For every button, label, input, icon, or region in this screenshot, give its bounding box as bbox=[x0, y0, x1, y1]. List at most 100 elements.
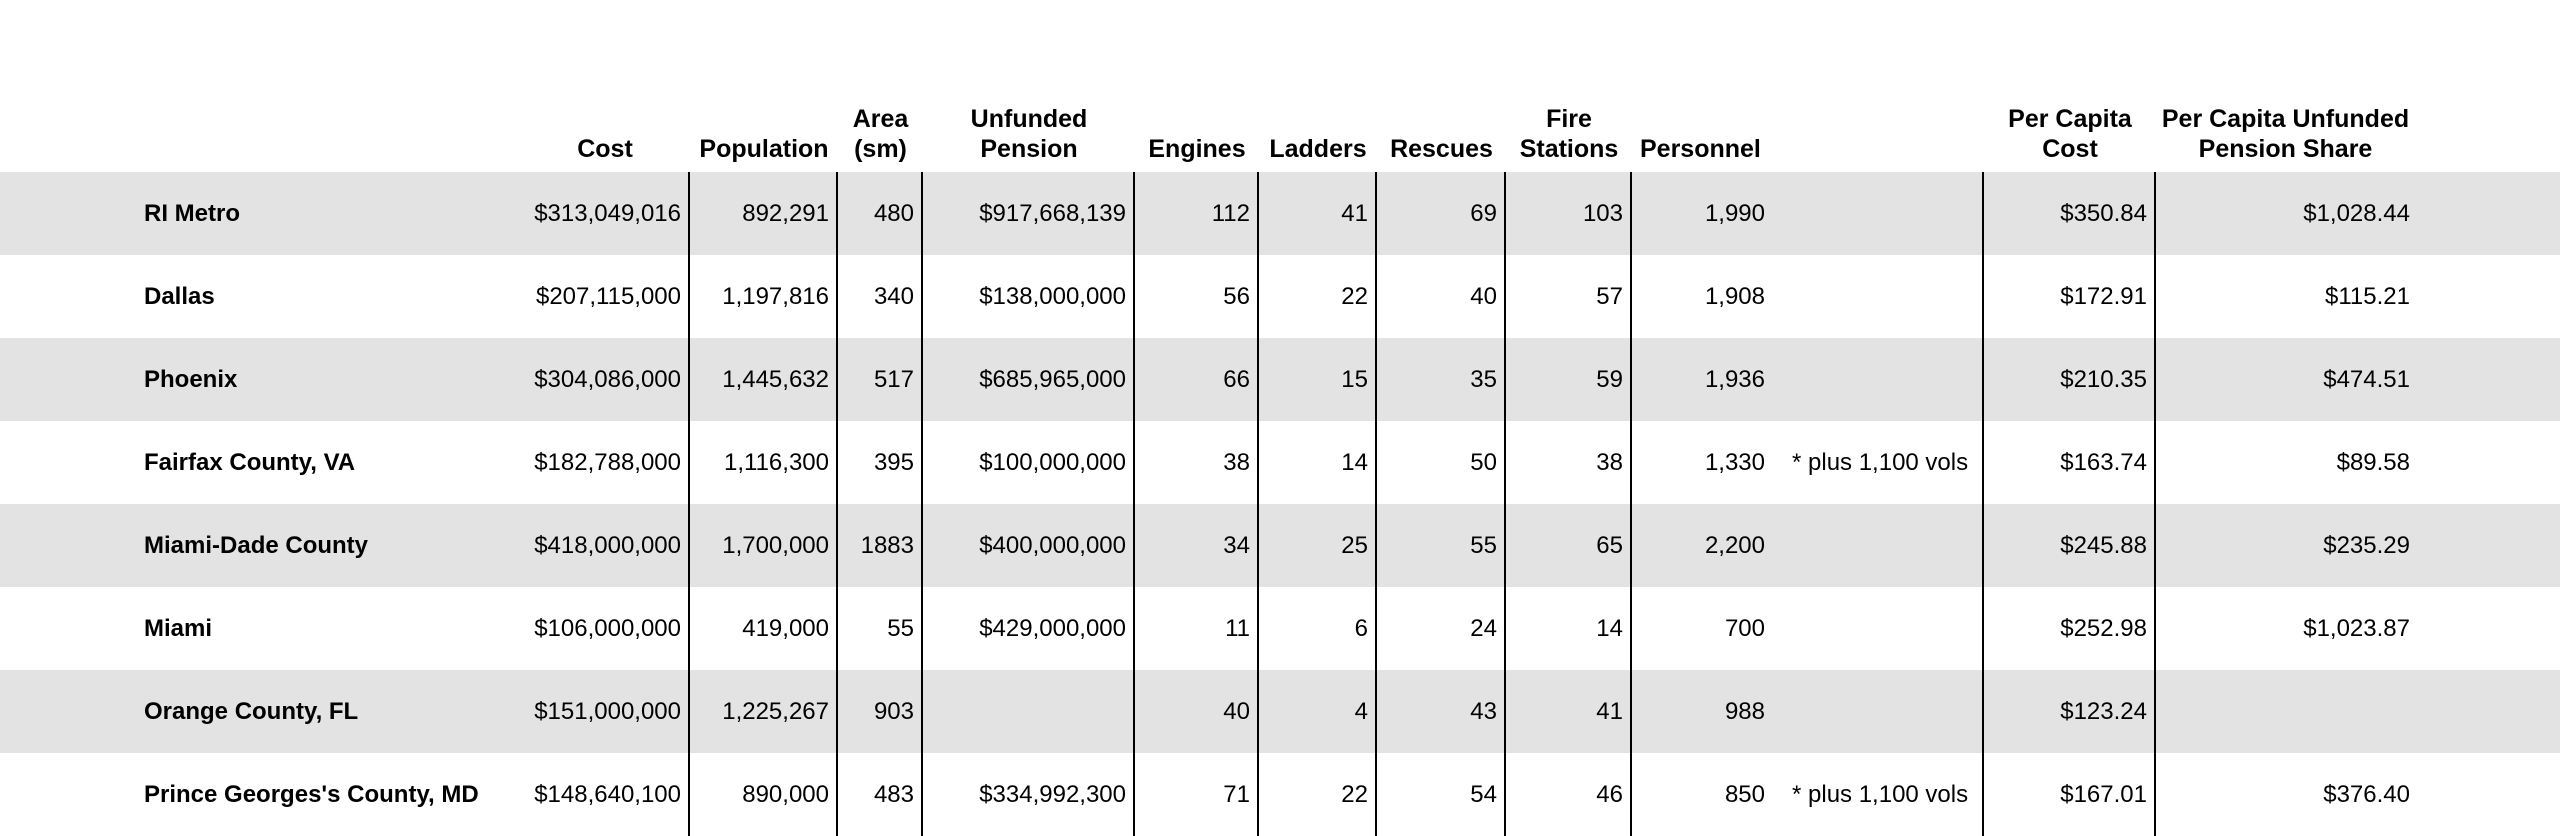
cell-population: 1,116,300 bbox=[690, 421, 838, 504]
cell-ladders: 6 bbox=[1259, 587, 1377, 670]
table-body: RI Metro $313,049,016 892,291 480 $917,6… bbox=[0, 172, 2560, 836]
cell-unfunded-pension bbox=[923, 670, 1135, 753]
header-per-capita-unfunded-pension-share: Per Capita Unfunded Pension Share bbox=[2161, 105, 2410, 163]
cell-per-capita-cost: $167.01 bbox=[1984, 753, 2156, 836]
cell-population: 1,197,816 bbox=[690, 255, 838, 338]
header-area: Area (sm) bbox=[852, 105, 909, 163]
cell-unfunded-pension: $400,000,000 bbox=[923, 504, 1135, 587]
cell-population: 1,225,267 bbox=[690, 670, 838, 753]
cell-cost: $148,640,100 bbox=[520, 753, 690, 836]
personnel-value: 1,330 bbox=[1704, 448, 1765, 476]
cell-rescues: 40 bbox=[1377, 255, 1506, 338]
cell-population: 1,445,632 bbox=[690, 338, 838, 421]
cell-per-capita-unfunded-pension-share: $89.58 bbox=[2336, 448, 2410, 476]
personnel-value: 1,936 bbox=[1704, 365, 1765, 393]
cell-fire-stations: 57 bbox=[1506, 255, 1632, 338]
personnel-value: 1,908 bbox=[1704, 282, 1765, 310]
cell-area: 340 bbox=[838, 255, 923, 338]
cell-per-capita-unfunded-pension-share: $376.40 bbox=[2323, 780, 2410, 808]
cell-cost: $313,049,016 bbox=[520, 172, 690, 255]
cell-population: 892,291 bbox=[690, 172, 838, 255]
cell-personnel: 1,990 bbox=[1632, 172, 1984, 255]
cell-ladders: 14 bbox=[1259, 421, 1377, 504]
cell-name: Phoenix bbox=[144, 365, 238, 393]
cell-area: 395 bbox=[838, 421, 923, 504]
cell-per-capita-unfunded-pension-share: $115.21 bbox=[2325, 282, 2410, 310]
header-rescues: Rescues bbox=[1390, 135, 1493, 163]
header-cost: Cost bbox=[577, 135, 633, 163]
cell-fire-stations: 103 bbox=[1506, 172, 1632, 255]
header-engines: Engines bbox=[1148, 135, 1246, 163]
cell-name: Miami bbox=[144, 614, 213, 642]
table-row: Miami $106,000,000 419,000 55 $429,000,0… bbox=[0, 587, 2560, 670]
header-personnel: Personnel bbox=[1640, 135, 1761, 163]
header-name bbox=[0, 164, 520, 172]
cell-area: 55 bbox=[838, 587, 923, 670]
cell-engines: 112 bbox=[1135, 172, 1259, 255]
cell-engines: 66 bbox=[1135, 338, 1259, 421]
cell-per-capita-unfunded-pension-share: $474.51 bbox=[2323, 365, 2410, 393]
cell-rescues: 24 bbox=[1377, 587, 1506, 670]
cell-unfunded-pension: $100,000,000 bbox=[923, 421, 1135, 504]
header-population: Population bbox=[699, 135, 829, 163]
cell-rescues: 55 bbox=[1377, 504, 1506, 587]
cell-engines: 71 bbox=[1135, 753, 1259, 836]
cell-engines: 56 bbox=[1135, 255, 1259, 338]
cell-cost: $106,000,000 bbox=[520, 587, 690, 670]
cell-per-capita-cost: $123.24 bbox=[1984, 670, 2156, 753]
cell-personnel: 1,908 bbox=[1632, 255, 1984, 338]
cell-per-capita-cost: $172.91 bbox=[1984, 255, 2156, 338]
cell-ladders: 25 bbox=[1259, 504, 1377, 587]
cell-unfunded-pension: $334,992,300 bbox=[923, 753, 1135, 836]
personnel-value: 2,200 bbox=[1704, 531, 1765, 559]
cell-rescues: 54 bbox=[1377, 753, 1506, 836]
table-row: Dallas $207,115,000 1,197,816 340 $138,0… bbox=[0, 255, 2560, 338]
cell-fire-stations: 65 bbox=[1506, 504, 1632, 587]
cell-area: 1883 bbox=[838, 504, 923, 587]
cell-personnel: 2,200 bbox=[1632, 504, 1984, 587]
personnel-value: 1,990 bbox=[1704, 199, 1765, 227]
header-ladders: Ladders bbox=[1269, 135, 1367, 163]
cell-per-capita-unfunded-pension-share: $1,028.44 bbox=[2303, 199, 2410, 227]
table-row: Fairfax County, VA $182,788,000 1,116,30… bbox=[0, 421, 2560, 504]
cell-cost: $304,086,000 bbox=[520, 338, 690, 421]
header-unfunded-pension: Unfunded Pension bbox=[970, 105, 1088, 163]
cell-ladders: 22 bbox=[1259, 753, 1377, 836]
header-fire-stations: Fire Stations bbox=[1519, 105, 1619, 163]
cell-area: 480 bbox=[838, 172, 923, 255]
cell-per-capita-unfunded-pension-share bbox=[2156, 670, 2560, 753]
header-per-capita-cost: Per Capita Cost bbox=[2008, 105, 2132, 163]
cell-engines: 34 bbox=[1135, 504, 1259, 587]
table-header-row: Cost Population Area (sm) Unfunded Pensi… bbox=[0, 0, 2560, 172]
cell-ladders: 4 bbox=[1259, 670, 1377, 753]
cell-name: RI Metro bbox=[144, 199, 240, 227]
cell-rescues: 43 bbox=[1377, 670, 1506, 753]
cell-name: Miami-Dade County bbox=[144, 531, 369, 559]
cell-name: Orange County, FL bbox=[144, 697, 359, 725]
cell-fire-stations: 14 bbox=[1506, 587, 1632, 670]
table-row: Phoenix $304,086,000 1,445,632 517 $685,… bbox=[0, 338, 2560, 421]
personnel-value: 700 bbox=[1724, 614, 1765, 642]
cell-population: 419,000 bbox=[690, 587, 838, 670]
cell-cost: $151,000,000 bbox=[520, 670, 690, 753]
cell-per-capita-unfunded-pension-share: $235.29 bbox=[2323, 531, 2410, 559]
cell-engines: 40 bbox=[1135, 670, 1259, 753]
cell-fire-stations: 59 bbox=[1506, 338, 1632, 421]
cell-ladders: 15 bbox=[1259, 338, 1377, 421]
table-row: RI Metro $313,049,016 892,291 480 $917,6… bbox=[0, 172, 2560, 255]
cell-area: 517 bbox=[838, 338, 923, 421]
cell-per-capita-unfunded-pension-share: $1,023.87 bbox=[2303, 614, 2410, 642]
cell-name: Fairfax County, VA bbox=[144, 448, 356, 476]
table-row: Orange County, FL $151,000,000 1,225,267… bbox=[0, 670, 2560, 753]
cell-name: Prince Georges's County, MD bbox=[144, 780, 479, 808]
cell-per-capita-cost: $350.84 bbox=[1984, 172, 2156, 255]
cell-unfunded-pension: $429,000,000 bbox=[923, 587, 1135, 670]
cell-fire-stations: 46 bbox=[1506, 753, 1632, 836]
cell-personnel: 1,936 bbox=[1632, 338, 1984, 421]
cell-unfunded-pension: $917,668,139 bbox=[923, 172, 1135, 255]
personnel-note: * plus 1,100 vols bbox=[1792, 448, 1969, 476]
personnel-note: * plus 1,100 vols bbox=[1792, 780, 1969, 808]
cell-fire-stations: 38 bbox=[1506, 421, 1632, 504]
cell-unfunded-pension: $138,000,000 bbox=[923, 255, 1135, 338]
